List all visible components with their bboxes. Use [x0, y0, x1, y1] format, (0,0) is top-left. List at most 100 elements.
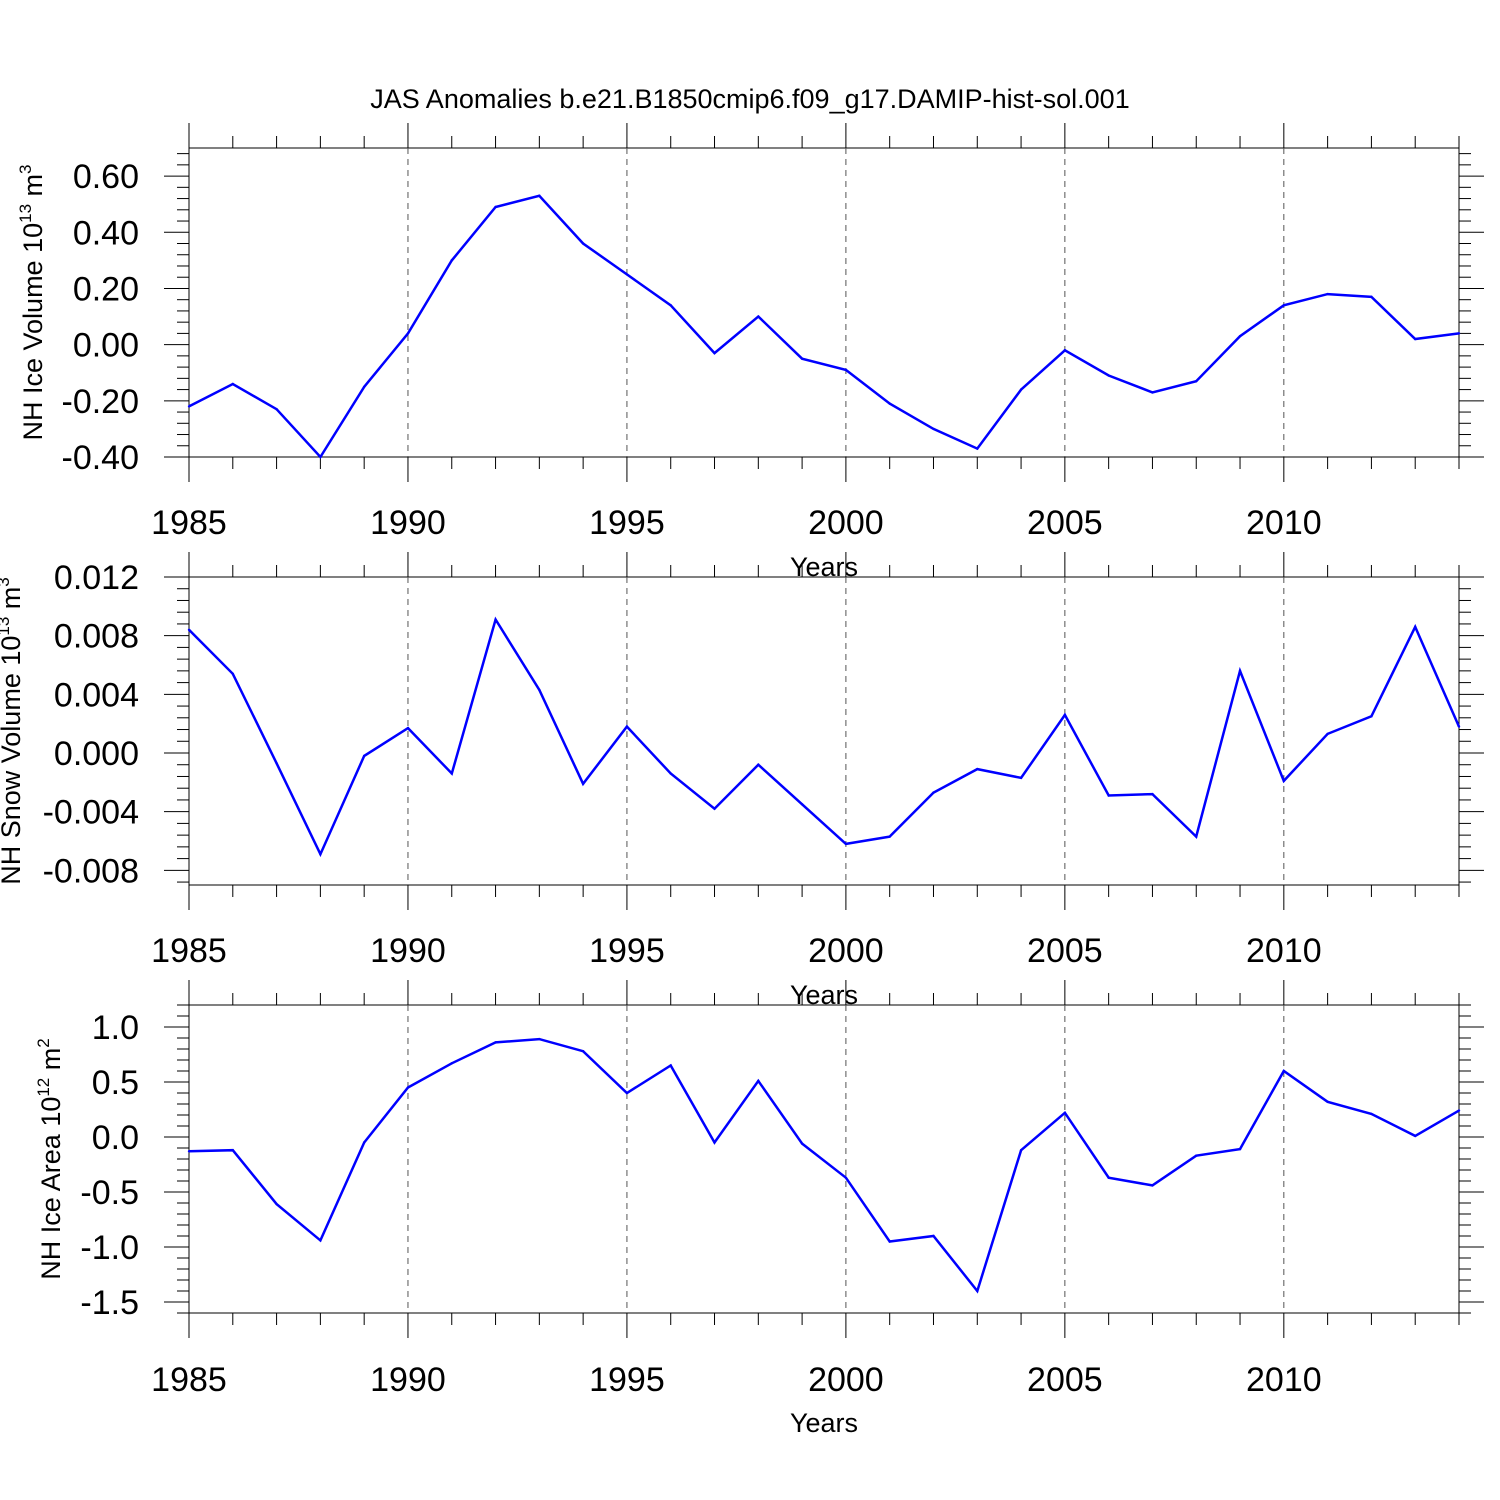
data-point — [888, 402, 891, 405]
y-axis-label: NH Snow Volume 1013 m3 — [0, 577, 26, 885]
data-point — [538, 688, 541, 692]
data-point — [669, 772, 672, 775]
chart-title: JAS Anomalies b.e21.B1850cmip6.f09_g17.D… — [370, 84, 1130, 114]
data-point — [625, 725, 629, 728]
data-point — [844, 1176, 848, 1179]
data-point — [757, 315, 760, 318]
data-point — [1457, 725, 1461, 728]
data-point — [1282, 304, 1286, 307]
x-axis-label: Years — [790, 1408, 858, 1438]
x-tick-label: 2000 — [808, 1361, 884, 1399]
x-tick-label: 2005 — [1027, 932, 1103, 970]
data-point — [1151, 391, 1154, 394]
data-point — [362, 1141, 366, 1144]
data-point — [1151, 1184, 1154, 1187]
data-point — [1151, 792, 1154, 796]
data-point — [1195, 1154, 1198, 1157]
y-axis-label: NH Ice Volume 1013 m3 — [16, 165, 48, 441]
x-tick-label: 1985 — [151, 504, 227, 542]
data-point — [406, 332, 410, 335]
data-point — [319, 1239, 322, 1242]
data-point — [1107, 374, 1110, 377]
data-point — [844, 368, 848, 372]
data-point — [275, 1202, 278, 1206]
data-point — [1238, 335, 1242, 338]
y-tick-label: 0.5 — [92, 1064, 139, 1102]
data-point — [976, 767, 979, 771]
data-point — [888, 835, 891, 838]
plot-frame — [188, 147, 1460, 458]
data-point — [1326, 1100, 1329, 1104]
series-line — [188, 194, 1460, 460]
data-point — [757, 763, 760, 766]
data-point — [1326, 292, 1329, 296]
data-point — [1414, 337, 1417, 341]
data-point — [450, 772, 453, 775]
data-point — [625, 273, 629, 276]
data-point — [669, 1064, 672, 1067]
x-tick-label: 2000 — [808, 504, 884, 542]
data-point — [757, 1079, 760, 1083]
data-point — [1370, 1112, 1373, 1116]
x-tick-label: 2010 — [1246, 504, 1322, 542]
x-tick-label: 1995 — [589, 504, 665, 542]
data-point — [275, 762, 278, 765]
y-tick-label: 0.00 — [73, 327, 139, 365]
data-point — [362, 385, 366, 388]
series-line — [188, 616, 1461, 858]
data-point — [800, 1142, 804, 1145]
x-tick-label: 1985 — [151, 932, 227, 970]
x-tick-label: 1990 — [370, 932, 446, 970]
data-point — [494, 205, 497, 209]
y-tick-label: 0.004 — [54, 676, 139, 714]
data-point — [1414, 1134, 1417, 1138]
data-point — [1063, 349, 1067, 352]
data-point — [231, 382, 234, 386]
y-tick-label: 0.012 — [54, 559, 139, 597]
data-point — [187, 628, 191, 631]
data-point — [1107, 794, 1110, 797]
data-point — [1019, 1149, 1023, 1152]
x-tick-label: 1985 — [151, 1361, 227, 1399]
y-tick-label: 0.000 — [54, 735, 139, 773]
data-point — [581, 782, 585, 785]
y-tick-label: -1.0 — [80, 1229, 139, 1267]
y-tick-label: 1.0 — [92, 1009, 139, 1047]
data-point — [976, 447, 979, 450]
y-tick-label: -0.40 — [62, 439, 140, 477]
panel-ice-volume: 1985 1990 1995 2000 2005 2010Years-0.40-0.200… — [16, 123, 1484, 582]
y-tick-label: -0.20 — [62, 383, 140, 421]
data-point — [538, 1037, 541, 1041]
data-point — [231, 672, 234, 675]
x-tick-label: 2005 — [1027, 1361, 1103, 1399]
data-point — [187, 405, 191, 408]
data-point — [713, 1141, 716, 1144]
data-point — [713, 807, 716, 810]
data-point — [1457, 1109, 1461, 1112]
data-point — [1414, 625, 1417, 629]
data-point — [844, 842, 848, 846]
data-point — [1282, 779, 1286, 783]
data-point — [1370, 295, 1373, 299]
data-point — [581, 242, 585, 245]
data-point — [538, 194, 541, 197]
data-point — [1063, 713, 1067, 717]
data-point — [669, 304, 672, 307]
panel-snow-volume: 1985 1990 1995 2000 2005 2010Years-0.008-0.00… — [0, 552, 1484, 1010]
data-point — [932, 1234, 935, 1238]
data-point — [231, 1149, 234, 1152]
data-point — [494, 1041, 497, 1044]
data-point — [1019, 388, 1023, 391]
data-point — [800, 803, 804, 806]
data-point — [1195, 835, 1198, 838]
y-tick-label: 0.008 — [54, 618, 139, 656]
data-point — [976, 1289, 979, 1293]
y-tick-label: 0.20 — [73, 270, 139, 308]
x-tick-label: 2010 — [1246, 1361, 1322, 1399]
data-point — [625, 1091, 629, 1095]
x-tick-label: 2005 — [1027, 504, 1103, 542]
data-point — [187, 1150, 191, 1153]
y-tick-label: 0.60 — [73, 158, 139, 196]
x-tick-label: 1995 — [589, 1361, 665, 1399]
data-point — [932, 427, 935, 431]
